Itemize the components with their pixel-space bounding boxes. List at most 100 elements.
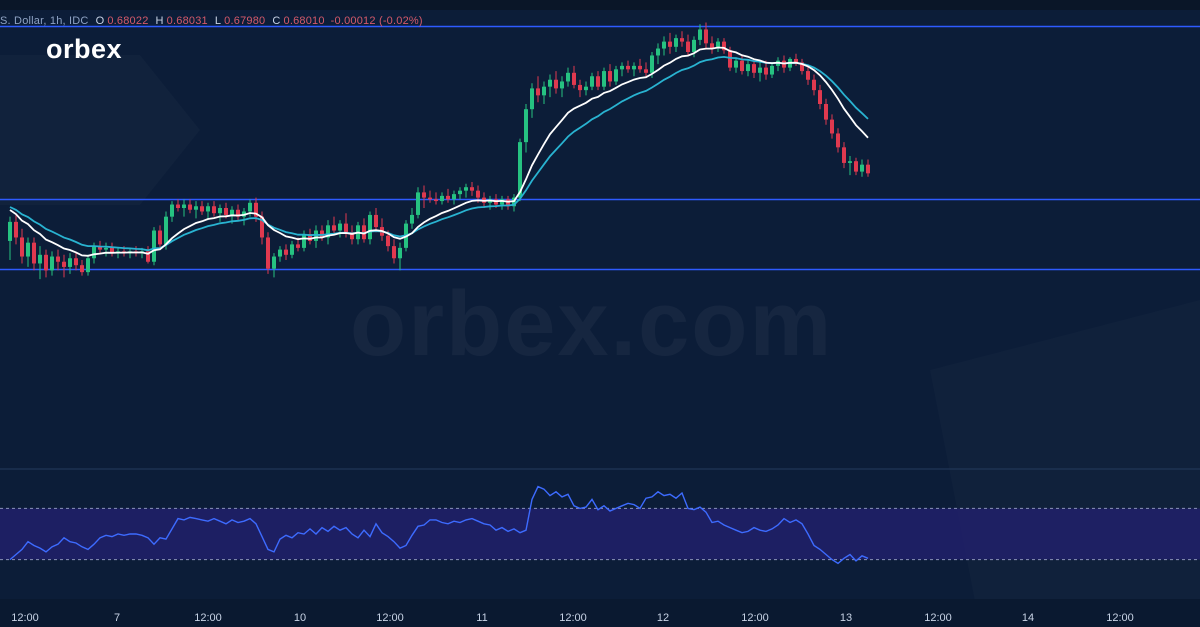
x-tick-label: 12:00 bbox=[741, 612, 769, 624]
candle-body bbox=[692, 39, 696, 52]
rsi-line bbox=[9, 485, 869, 565]
candle-body bbox=[740, 60, 744, 72]
candle-body bbox=[758, 67, 762, 73]
candle-body bbox=[710, 43, 714, 49]
candle-body bbox=[596, 76, 600, 87]
low-key: L bbox=[214, 15, 222, 27]
open-key: O bbox=[95, 15, 105, 27]
x-tick-label: 12:00 bbox=[194, 612, 222, 624]
candle-body bbox=[260, 216, 264, 238]
candle-body bbox=[818, 90, 822, 104]
candle-body bbox=[374, 214, 378, 228]
candle-body bbox=[824, 104, 828, 120]
ohlc-legend: S. Dollar, 1h, IDC O 0.68022 H 0.68031 L 0.679… bbox=[0, 15, 423, 33]
candle-body bbox=[386, 235, 390, 247]
candle-body bbox=[638, 65, 642, 70]
candle-body bbox=[254, 202, 258, 217]
symbol-label: S. Dollar, 1h, IDC bbox=[0, 15, 89, 27]
rsi-band bbox=[0, 508, 1200, 560]
candle-body bbox=[92, 246, 96, 259]
candle-body bbox=[398, 247, 402, 259]
candle-body bbox=[350, 232, 354, 240]
candle-body bbox=[674, 38, 678, 47]
candle-body bbox=[332, 225, 336, 231]
candle-body bbox=[608, 71, 612, 82]
candle-body bbox=[530, 88, 534, 110]
candle-body bbox=[680, 38, 684, 42]
candle-body bbox=[206, 206, 210, 212]
x-tick-label: 12:00 bbox=[376, 612, 404, 624]
candle-body bbox=[170, 204, 174, 217]
candle-body bbox=[506, 199, 510, 207]
candle-body bbox=[38, 254, 42, 264]
candle-body bbox=[716, 41, 720, 49]
x-tick-label: 12:00 bbox=[924, 612, 952, 624]
candle-body bbox=[848, 161, 852, 163]
candle-body bbox=[236, 209, 240, 217]
candle-body bbox=[770, 65, 774, 75]
candle-body bbox=[368, 214, 372, 240]
candle-body bbox=[728, 50, 732, 68]
candle-body bbox=[194, 206, 198, 210]
candle-body bbox=[590, 76, 594, 87]
candle-body bbox=[650, 55, 654, 73]
x-tick-label: 12:00 bbox=[1106, 612, 1134, 624]
candle-body bbox=[62, 261, 66, 267]
candle-body bbox=[410, 214, 414, 224]
candle-body bbox=[44, 254, 48, 271]
candle-body bbox=[602, 71, 606, 87]
candle-body bbox=[536, 88, 540, 96]
candle-body bbox=[188, 204, 192, 210]
ema-fast-line bbox=[9, 46, 869, 257]
high-value: 0.68031 bbox=[166, 15, 208, 27]
candle-body bbox=[722, 41, 726, 51]
candle-body bbox=[746, 64, 750, 72]
candle-body bbox=[806, 71, 810, 80]
candle-body bbox=[830, 119, 834, 134]
candle-body bbox=[428, 197, 432, 200]
candle-body bbox=[182, 204, 186, 208]
candle-body bbox=[548, 79, 552, 87]
candle-body bbox=[278, 249, 282, 257]
candle-body bbox=[686, 41, 690, 52]
candle-body bbox=[860, 164, 864, 172]
candle-body bbox=[434, 199, 438, 202]
candle-body bbox=[224, 208, 228, 215]
candle-body bbox=[8, 221, 12, 241]
x-tick-label: 12:00 bbox=[559, 612, 587, 624]
candle-body bbox=[656, 48, 660, 56]
candle-body bbox=[320, 230, 324, 238]
candle-body bbox=[296, 244, 300, 248]
x-axis-bar bbox=[0, 599, 1200, 627]
candle-body bbox=[290, 244, 294, 255]
candle-body bbox=[662, 41, 666, 49]
close-key: C bbox=[272, 15, 281, 27]
candle-body bbox=[176, 204, 180, 208]
candle-body bbox=[98, 246, 102, 250]
candle-body bbox=[800, 62, 804, 72]
candle-body bbox=[524, 109, 528, 143]
candle-body bbox=[842, 147, 846, 163]
candle-body bbox=[14, 221, 18, 238]
candle-body bbox=[560, 81, 564, 89]
candle-body bbox=[314, 230, 318, 241]
candle-body bbox=[248, 202, 252, 212]
x-tick-label: 14 bbox=[1022, 612, 1034, 624]
x-tick-label: 13 bbox=[840, 612, 852, 624]
candle-body bbox=[26, 242, 30, 257]
candle-body bbox=[74, 258, 78, 266]
candle-body bbox=[266, 237, 270, 269]
x-tick-label: 11 bbox=[476, 612, 487, 624]
candle-body bbox=[164, 216, 168, 245]
candle-body bbox=[854, 161, 858, 172]
candle-body bbox=[470, 187, 474, 191]
candle-body bbox=[644, 69, 648, 73]
candle-body bbox=[704, 29, 708, 44]
candle-body bbox=[698, 29, 702, 40]
candle-body bbox=[452, 194, 456, 200]
candle-body bbox=[500, 199, 504, 205]
orbex-logo: orbex bbox=[46, 34, 123, 64]
candle-body bbox=[584, 86, 588, 91]
x-tick-label: 7 bbox=[114, 612, 120, 624]
